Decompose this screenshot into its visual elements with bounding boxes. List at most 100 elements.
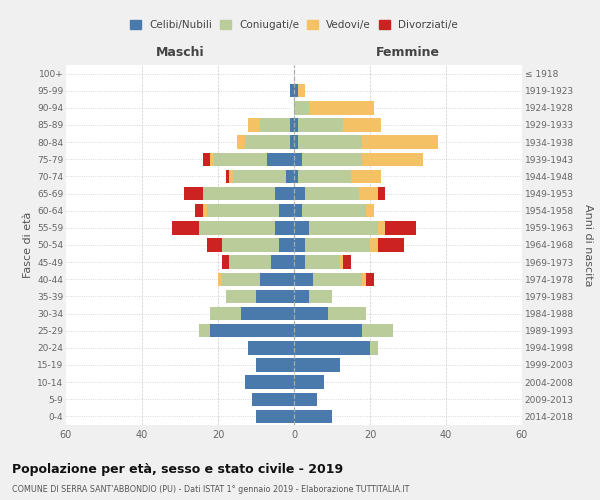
Bar bbox=[294, 392, 317, 406]
Bar bbox=[229, 256, 271, 269]
Bar bbox=[309, 290, 332, 303]
Bar bbox=[290, 118, 294, 132]
Bar bbox=[298, 136, 362, 149]
Bar bbox=[290, 84, 294, 98]
Bar bbox=[222, 256, 229, 269]
Bar bbox=[377, 238, 404, 252]
Bar bbox=[211, 324, 294, 338]
Bar bbox=[294, 221, 309, 234]
Bar bbox=[279, 204, 294, 218]
Bar bbox=[203, 187, 275, 200]
Text: Femmine: Femmine bbox=[376, 46, 440, 59]
Bar bbox=[294, 152, 302, 166]
Bar bbox=[214, 152, 268, 166]
Bar bbox=[199, 324, 211, 338]
Bar bbox=[298, 84, 305, 98]
Bar bbox=[294, 136, 298, 149]
Bar bbox=[294, 84, 298, 98]
Bar bbox=[290, 136, 294, 149]
Bar bbox=[362, 272, 366, 286]
Bar bbox=[222, 272, 260, 286]
Bar bbox=[294, 410, 332, 423]
Bar bbox=[362, 136, 439, 149]
Bar bbox=[305, 238, 370, 252]
Bar bbox=[211, 152, 214, 166]
Bar bbox=[252, 392, 294, 406]
Bar bbox=[184, 187, 203, 200]
Bar bbox=[275, 221, 294, 234]
Bar bbox=[268, 152, 294, 166]
Bar bbox=[203, 204, 206, 218]
Bar bbox=[359, 187, 377, 200]
Bar bbox=[294, 101, 309, 114]
Text: COMUNE DI SERRA SANT'ABBONDIO (PU) - Dati ISTAT 1° gennaio 2019 - Elaborazione T: COMUNE DI SERRA SANT'ABBONDIO (PU) - Dat… bbox=[12, 485, 409, 494]
Bar bbox=[279, 238, 294, 252]
Bar bbox=[195, 204, 203, 218]
Bar bbox=[229, 170, 233, 183]
Legend: Celibi/Nubili, Coniugati/e, Vedovi/e, Divorziati/e: Celibi/Nubili, Coniugati/e, Vedovi/e, Di… bbox=[126, 16, 462, 34]
Y-axis label: Fasce di età: Fasce di età bbox=[23, 212, 33, 278]
Bar bbox=[275, 187, 294, 200]
Bar bbox=[286, 170, 294, 183]
Bar bbox=[294, 238, 305, 252]
Bar bbox=[294, 376, 325, 389]
Bar bbox=[222, 238, 279, 252]
Bar bbox=[362, 152, 423, 166]
Bar bbox=[313, 272, 362, 286]
Bar bbox=[260, 272, 294, 286]
Bar bbox=[226, 170, 229, 183]
Bar bbox=[302, 152, 362, 166]
Bar bbox=[340, 256, 343, 269]
Bar bbox=[294, 256, 305, 269]
Bar bbox=[271, 256, 294, 269]
Bar bbox=[298, 118, 343, 132]
Bar bbox=[248, 118, 260, 132]
Bar bbox=[294, 358, 340, 372]
Bar bbox=[377, 187, 385, 200]
Bar bbox=[294, 118, 298, 132]
Bar bbox=[294, 272, 313, 286]
Bar bbox=[370, 341, 377, 354]
Bar bbox=[245, 136, 290, 149]
Bar bbox=[385, 221, 416, 234]
Bar bbox=[172, 221, 199, 234]
Text: Popolazione per età, sesso e stato civile - 2019: Popolazione per età, sesso e stato civil… bbox=[12, 462, 343, 475]
Bar bbox=[351, 170, 382, 183]
Bar bbox=[206, 204, 279, 218]
Bar bbox=[305, 256, 340, 269]
Bar bbox=[366, 272, 374, 286]
Bar bbox=[370, 238, 377, 252]
Bar bbox=[294, 204, 302, 218]
Bar bbox=[203, 152, 211, 166]
Bar bbox=[377, 221, 385, 234]
Bar bbox=[309, 221, 377, 234]
Bar bbox=[245, 376, 294, 389]
Text: Maschi: Maschi bbox=[155, 46, 205, 59]
Bar bbox=[343, 118, 382, 132]
Bar bbox=[366, 204, 374, 218]
Bar bbox=[206, 238, 222, 252]
Bar bbox=[294, 187, 305, 200]
Bar bbox=[302, 204, 366, 218]
Bar bbox=[248, 341, 294, 354]
Bar bbox=[294, 170, 298, 183]
Bar bbox=[294, 324, 362, 338]
Bar bbox=[199, 221, 275, 234]
Bar bbox=[218, 272, 222, 286]
Bar bbox=[233, 170, 286, 183]
Bar bbox=[362, 324, 393, 338]
Bar bbox=[328, 307, 366, 320]
Bar bbox=[343, 256, 351, 269]
Bar bbox=[256, 410, 294, 423]
Bar bbox=[237, 136, 245, 149]
Bar bbox=[226, 290, 256, 303]
Bar bbox=[294, 290, 309, 303]
Bar bbox=[211, 307, 241, 320]
Bar bbox=[305, 187, 359, 200]
Bar bbox=[294, 341, 370, 354]
Bar bbox=[294, 307, 328, 320]
Bar bbox=[256, 358, 294, 372]
Bar bbox=[260, 118, 290, 132]
Bar bbox=[309, 101, 374, 114]
Bar bbox=[241, 307, 294, 320]
